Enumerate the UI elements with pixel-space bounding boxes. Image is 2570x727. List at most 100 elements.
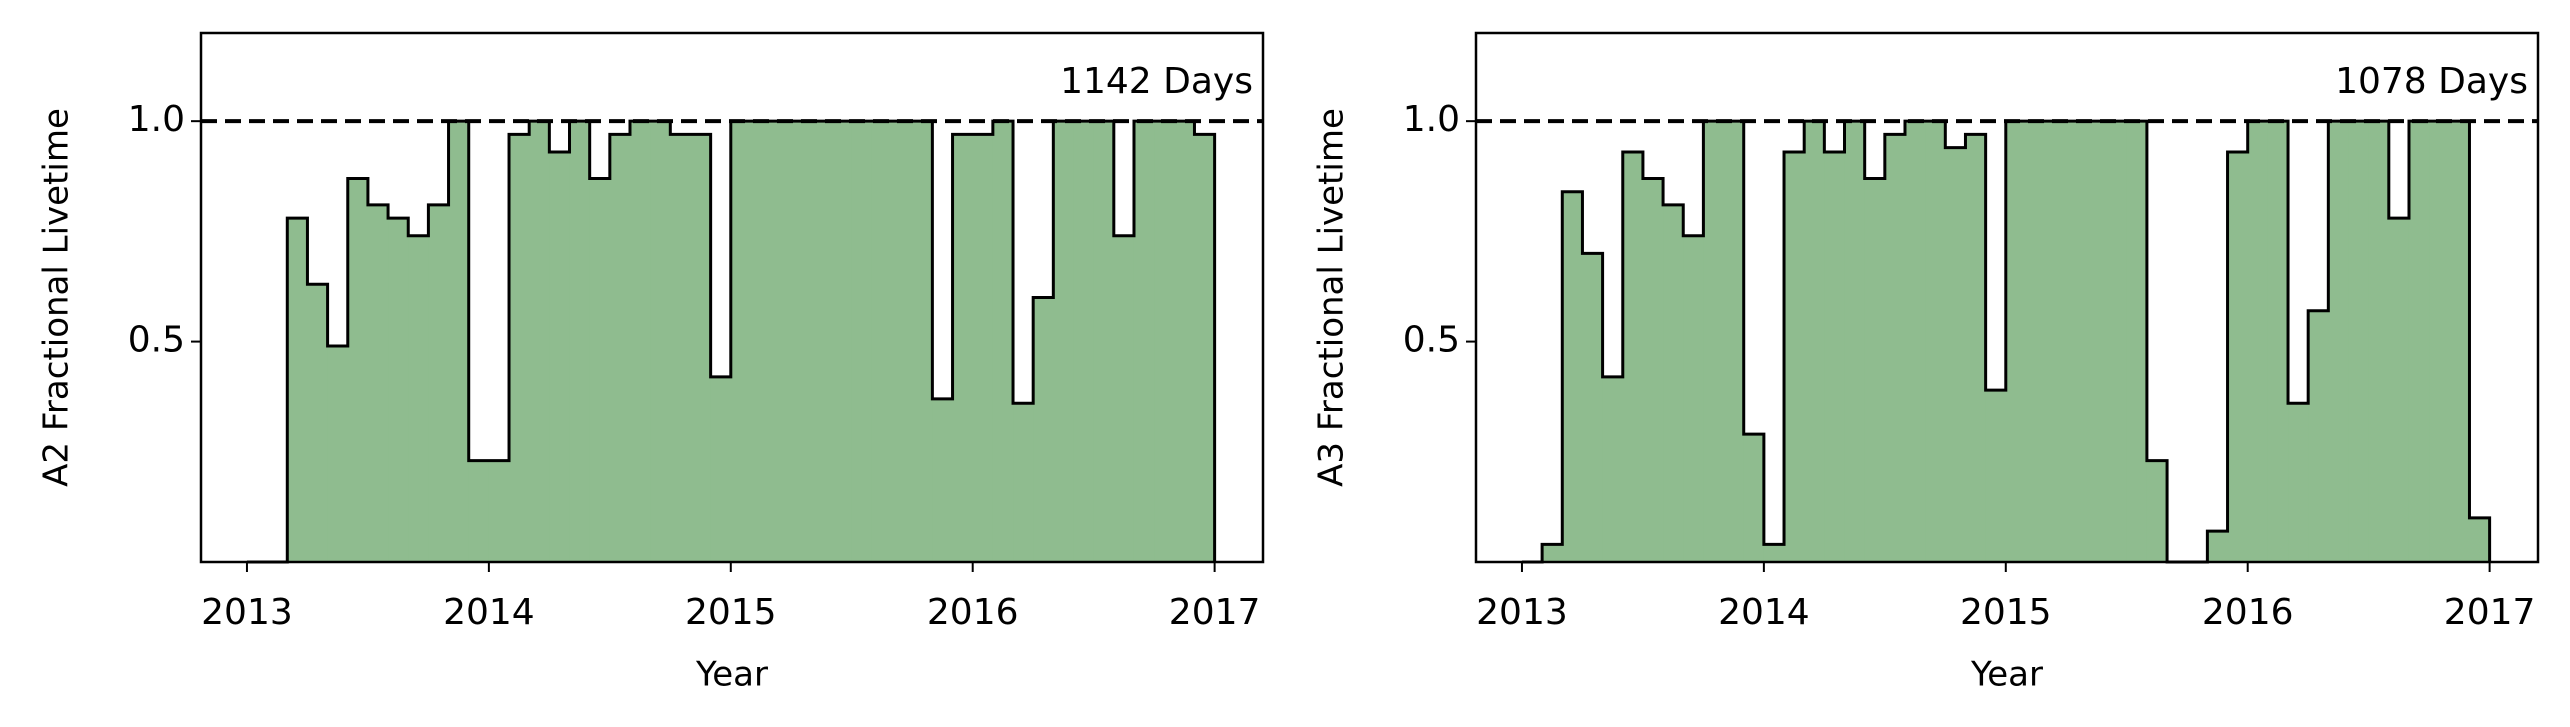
bar	[2247, 121, 2269, 563]
bar	[1723, 121, 1745, 563]
bar	[2348, 121, 2370, 563]
bar	[307, 284, 329, 562]
bar	[1763, 544, 1785, 562]
bar	[771, 121, 792, 563]
x-tick-label: 2016	[927, 592, 1019, 633]
bar	[529, 121, 550, 563]
bar	[569, 121, 591, 563]
bar	[287, 218, 308, 562]
bar	[1985, 390, 2007, 562]
bar	[1804, 121, 1825, 563]
bar	[831, 121, 853, 563]
bar	[2288, 403, 2309, 562]
bar	[972, 134, 994, 562]
bar	[2388, 218, 2410, 562]
bar	[750, 121, 772, 563]
bar	[1133, 121, 1155, 563]
bar	[1663, 204, 1684, 563]
x-tick-label: 2013	[1476, 592, 1568, 633]
bar	[347, 178, 369, 562]
bar	[2005, 121, 2027, 563]
bar	[670, 134, 691, 562]
bar	[428, 204, 450, 563]
axes-frame	[199, 31, 1265, 564]
bar	[468, 460, 490, 562]
x-axis-label: Year	[695, 655, 768, 695]
bar	[730, 121, 752, 563]
bar	[2328, 121, 2350, 563]
bar	[367, 204, 389, 563]
bar	[609, 134, 631, 562]
y-axis-label: A3 Fractional Livetime	[1312, 108, 1352, 487]
bar	[690, 134, 712, 562]
bar	[2408, 121, 2430, 563]
bar	[2207, 531, 2229, 562]
bar	[2469, 517, 2491, 562]
bar	[2106, 121, 2128, 563]
bar	[932, 398, 954, 562]
bar	[871, 121, 893, 563]
bar	[2025, 121, 2047, 563]
bar	[1013, 403, 1034, 562]
bar	[992, 121, 1014, 563]
bar	[1844, 121, 1866, 563]
bar	[1864, 178, 1886, 562]
bar	[1053, 121, 1075, 563]
bar	[1622, 152, 1644, 562]
bar	[1582, 253, 1604, 562]
bar	[912, 121, 933, 563]
bar	[2308, 310, 2329, 562]
axes-frame	[1474, 31, 2540, 564]
bar	[1945, 147, 1966, 562]
x-tick-label: 2017	[1169, 592, 1261, 633]
bar	[650, 121, 671, 563]
step-outline	[246, 119, 1217, 564]
bar	[408, 235, 429, 563]
y-tick-label: 0.5	[128, 320, 185, 361]
bar	[1194, 134, 1216, 562]
bar	[791, 121, 812, 563]
bar	[1602, 376, 1624, 562]
bar	[488, 460, 510, 562]
bar	[2146, 460, 2168, 562]
y-axis-label: A2 Fractional Livetime	[37, 108, 77, 487]
bar	[2126, 121, 2148, 563]
bar	[2267, 121, 2289, 563]
x-tick-label: 2015	[685, 592, 777, 633]
x-tick-label: 2017	[2444, 592, 2536, 633]
bar	[2368, 121, 2390, 563]
bar	[1562, 191, 1583, 562]
bar	[811, 121, 833, 563]
bar	[327, 345, 349, 562]
bar	[1033, 297, 1054, 562]
x-tick-label: 2015	[1960, 592, 2052, 633]
bar	[1174, 121, 1195, 563]
bar	[2046, 121, 2067, 563]
bar	[1904, 121, 1926, 563]
annotation: 1078 Days	[2335, 61, 2528, 102]
y-tick-label: 0.5	[1403, 320, 1460, 361]
bar	[1683, 235, 1704, 563]
bar	[2227, 152, 2249, 562]
x-tick-label: 2016	[2202, 592, 2294, 633]
bar	[2429, 121, 2450, 563]
bar	[1703, 121, 1725, 563]
bar	[851, 121, 873, 563]
x-tick-label: 2014	[1718, 592, 1810, 633]
x-tick-label: 2014	[443, 592, 535, 633]
bar	[1824, 152, 1846, 562]
bar	[892, 121, 913, 563]
x-axis-label: Year	[1970, 655, 2043, 695]
bar	[1784, 152, 1805, 562]
bar	[1073, 121, 1095, 563]
bar	[2449, 121, 2470, 563]
y-tick-label: 1.0	[128, 99, 185, 140]
bar	[629, 121, 651, 563]
bar	[1642, 178, 1664, 562]
bar	[1884, 134, 1906, 562]
bar	[1542, 544, 1563, 562]
bar	[1965, 134, 1987, 562]
bar	[952, 134, 974, 562]
annotation: 1142 Days	[1060, 61, 1253, 102]
bar	[1154, 121, 1175, 563]
